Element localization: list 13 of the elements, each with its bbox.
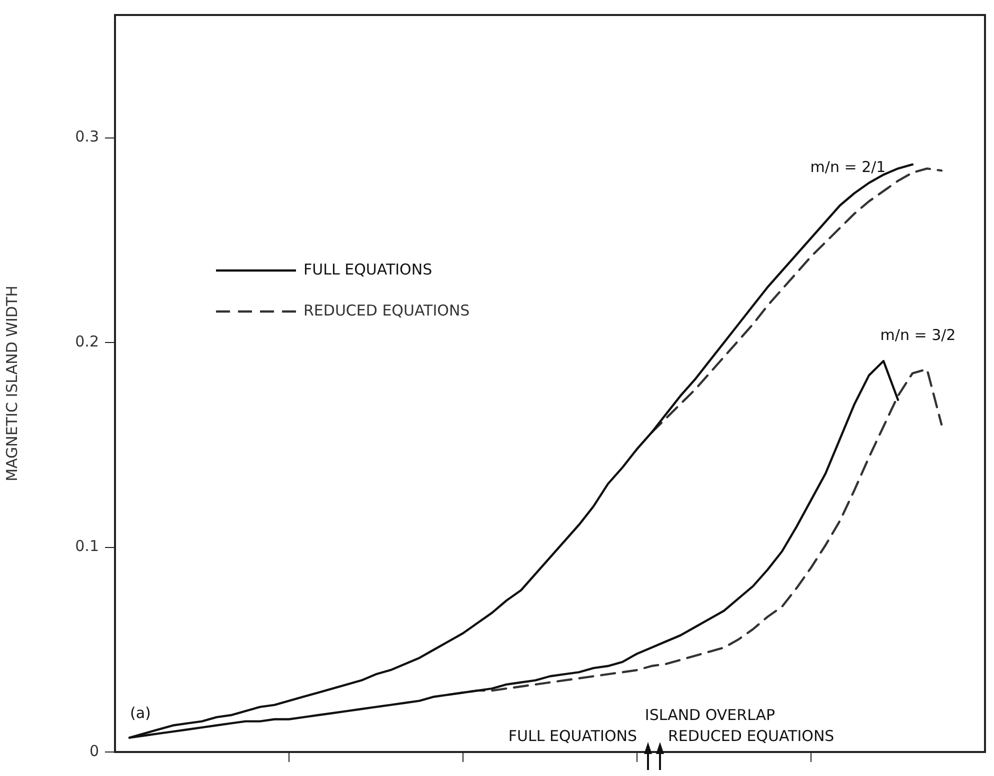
y-tick-label: 0.3 xyxy=(75,128,99,146)
annotation: m/n = 2/1 xyxy=(810,158,886,176)
y-tick-label: 0.1 xyxy=(75,537,99,556)
text: REDUCED EQUATIONS xyxy=(304,301,470,320)
y-axis-title: MAGNETIC ISLAND WIDTH xyxy=(2,286,21,482)
annotation: ISLAND OVERLAP xyxy=(644,706,776,724)
annotation: (a) xyxy=(130,704,151,722)
annotation: REDUCED EQUATIONS xyxy=(668,726,834,745)
y-tick-label: 0 xyxy=(89,742,99,760)
annotation: m/n = 3/2 xyxy=(880,326,956,344)
annotation: FULL EQUATIONS xyxy=(508,726,637,745)
y-tick-label: 0.2 xyxy=(75,332,99,350)
text: FULL EQUATIONS xyxy=(304,260,432,278)
